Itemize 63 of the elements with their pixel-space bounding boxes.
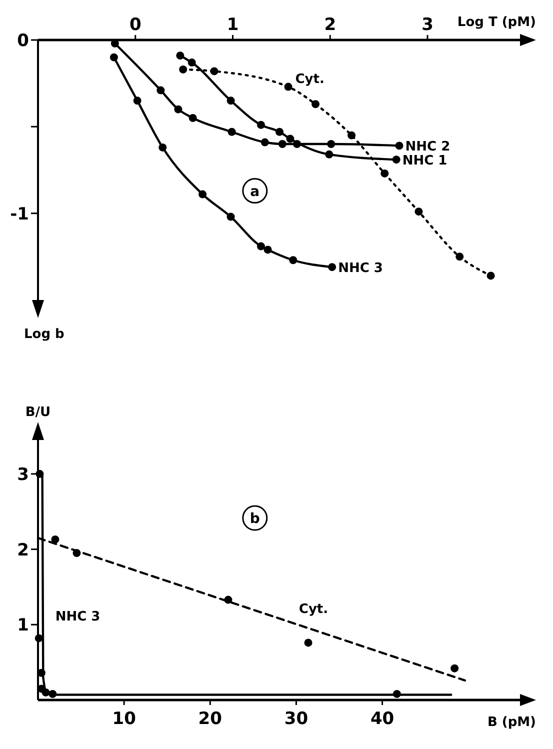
point: [456, 252, 464, 261]
point: [228, 128, 236, 136]
point: [198, 190, 207, 198]
annotation: NHC 3: [55, 610, 100, 625]
y-tick-label: 2: [17, 540, 29, 560]
point: [289, 256, 298, 264]
x-tick-label: 30: [284, 709, 308, 729]
x-axis-title: Log T (pM): [457, 15, 536, 30]
point: [260, 138, 269, 146]
series-label: NHC 3: [338, 261, 383, 276]
point: [226, 96, 235, 105]
point: [256, 242, 265, 250]
series-label: NHC 1: [402, 154, 448, 169]
y-axis-title: B/U: [25, 405, 51, 420]
x-tick-label: 1: [226, 15, 239, 35]
point: [256, 120, 265, 129]
annotation: b: [250, 511, 260, 527]
y-tick-label: -1: [10, 204, 29, 224]
point: [174, 105, 182, 114]
point: [325, 150, 334, 158]
point: [188, 114, 197, 122]
point: [110, 53, 118, 62]
annotation: Cyt.: [298, 602, 328, 618]
point: [395, 142, 404, 150]
point: [176, 52, 184, 60]
x-axis-title: B (pM): [487, 715, 536, 730]
series-label: NHC 2: [405, 140, 450, 155]
point: [414, 208, 423, 216]
point: [312, 100, 320, 108]
point: [392, 156, 400, 164]
point: [327, 140, 336, 148]
point: [348, 131, 356, 140]
point: [275, 128, 284, 136]
point: [486, 272, 495, 280]
x-tick-label: 3: [422, 15, 434, 35]
point: [179, 65, 188, 74]
point: [226, 212, 235, 221]
point: [328, 263, 336, 272]
y-axis-title: Log b: [24, 327, 64, 342]
point: [158, 143, 167, 152]
x-tick-label: 2: [324, 15, 336, 35]
y-tick-label: 0: [17, 31, 30, 51]
point: [51, 535, 60, 544]
annotation: a: [250, 184, 260, 200]
point: [304, 638, 312, 647]
point: [284, 82, 292, 91]
point: [286, 134, 294, 143]
point: [264, 246, 272, 254]
point: [380, 169, 389, 178]
point: [188, 58, 196, 67]
point: [133, 96, 142, 105]
annotation: Cyt.: [295, 72, 324, 87]
y-tick-label: 1: [17, 616, 29, 636]
x-tick-label: 40: [370, 709, 394, 729]
x-tick-label: 10: [112, 709, 136, 729]
point: [34, 634, 43, 642]
point: [156, 86, 165, 94]
y-tick-label: 3: [17, 464, 29, 485]
point: [210, 67, 218, 76]
point: [278, 140, 286, 148]
x-tick-label: 0: [129, 15, 142, 35]
x-tick-label: 20: [198, 709, 222, 729]
point: [450, 664, 459, 672]
